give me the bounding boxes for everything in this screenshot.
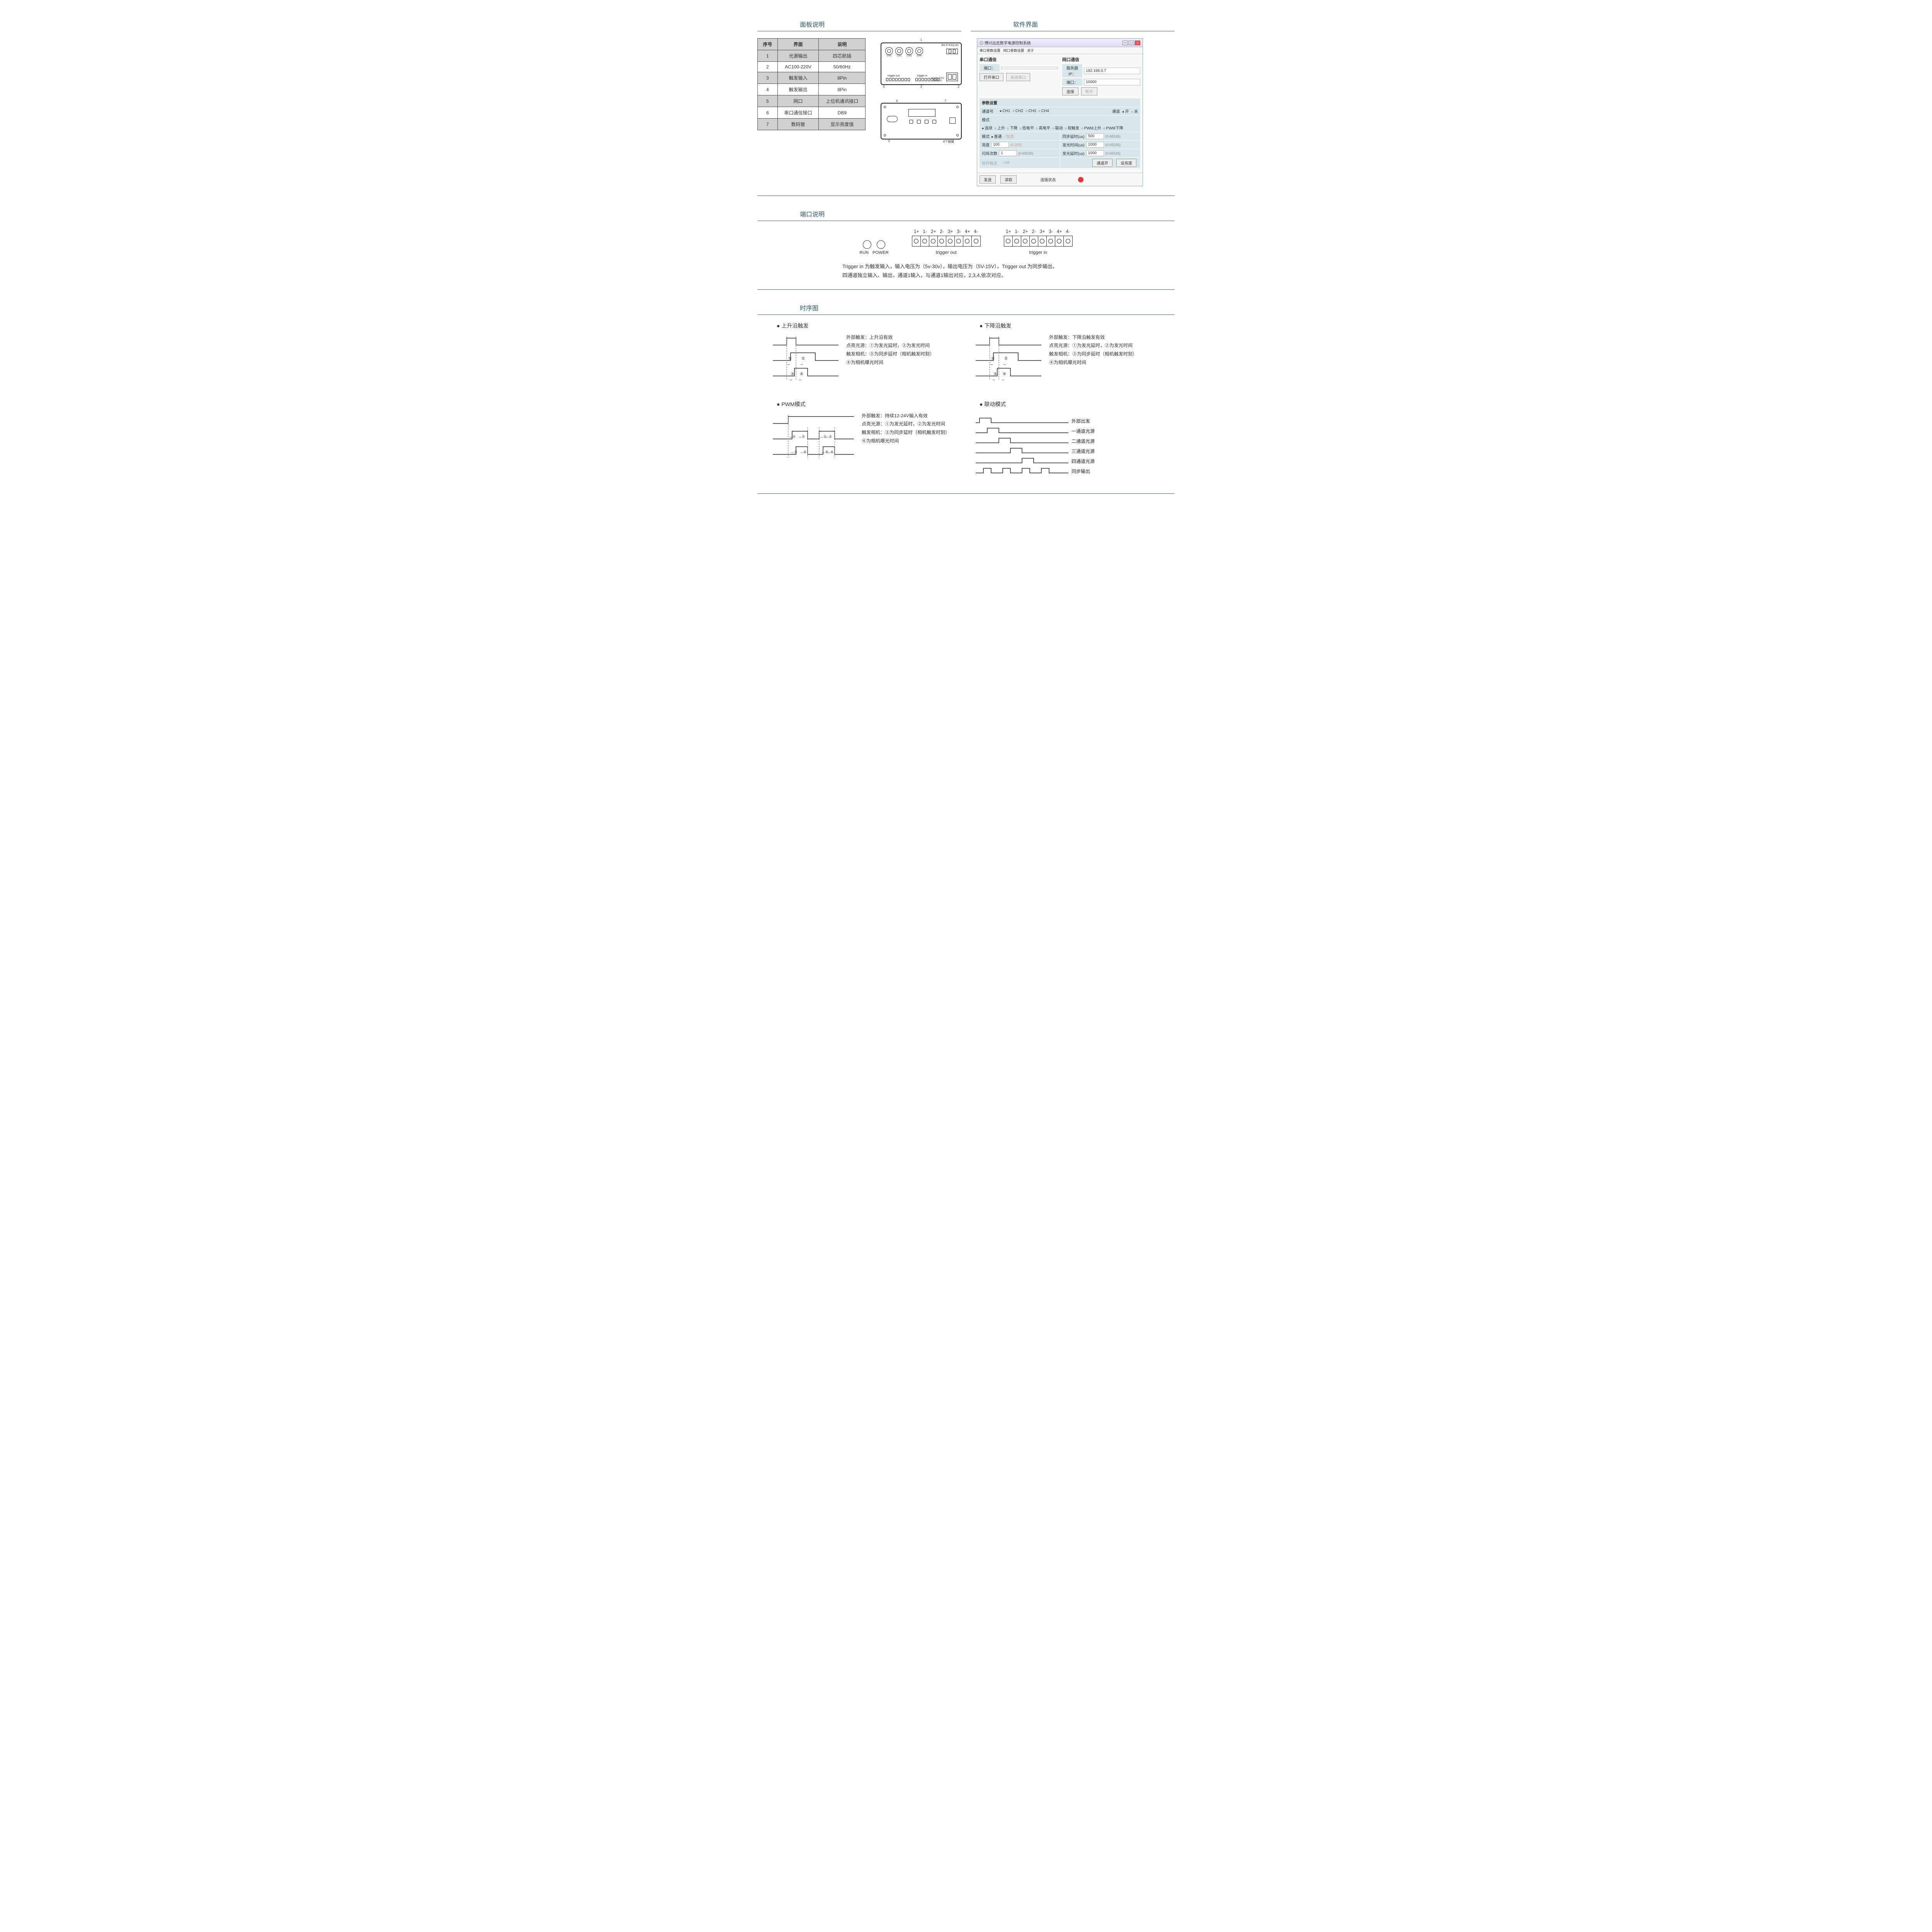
window-title: ◎ 博兴远志数字电源控制系统 (980, 40, 1031, 46)
timing-waveform: 外部出发一通道光源二通道光源三通道光源四通道光源 同步输出 (972, 412, 1103, 481)
close-serial-button[interactable]: 关闭串口 (1006, 73, 1030, 81)
svg-text:↔: ↔ (1001, 378, 1005, 382)
timing-waveform: ↔① ↔② ↔③ ↔④ (769, 333, 842, 384)
device-back-diagram (881, 103, 962, 139)
table-header: 界面 (777, 39, 819, 50)
window-controls[interactable]: —□× (1122, 41, 1140, 45)
svg-text:三通道光源: 三通道光源 (1071, 449, 1095, 454)
svg-text:②: ② (1004, 357, 1008, 361)
brightness-input[interactable]: 100 (991, 142, 1009, 148)
section-software-title: 软件界面 (971, 15, 1175, 31)
svg-text:↔: ↔ (992, 378, 996, 382)
connect-button[interactable]: 连接 (1062, 87, 1078, 95)
table-row: 4触发输出8Pin (758, 84, 866, 95)
svg-text:↔①: ↔① (789, 435, 796, 439)
open-serial-button[interactable]: 打开串口 (980, 73, 1003, 81)
timing-item: PWM模式 ↔①↔② ↔①↔② ↔③↔④ ↔③↔④ 外部触发：持续12-24V输… (769, 400, 960, 482)
port-diagram: RUNPOWER 1+1-2+2-3+3-4+4- trigger out 1+… (757, 229, 1175, 280)
channel-row[interactable]: 通道号 CH1 CH2 CH3 CH4 通道 开 关 (980, 107, 1140, 115)
table-row: 5网口上位机通讯接口 (758, 95, 866, 107)
params-header: 参数设置 (980, 99, 1140, 107)
svg-text:↔: ↔ (990, 362, 993, 366)
channel-on-button[interactable]: 通道开 (1092, 159, 1112, 167)
table-row: 2AC100-220V50/60Hz (758, 62, 866, 72)
svg-text:↔②: ↔② (798, 435, 805, 439)
svg-text:④: ④ (800, 372, 803, 376)
send-button[interactable]: 发送 (980, 175, 996, 184)
svg-text:↔: ↔ (1003, 362, 1007, 366)
panel-table: 序号界面说明 1光源输出四芯航插2AC100-220V50/60Hz3触发输入8… (757, 38, 866, 130)
svg-text:②: ② (801, 357, 805, 361)
net-header: 网口通信 (1062, 56, 1140, 63)
sync-delay-input[interactable]: 500 (1086, 133, 1104, 139)
svg-text:↔: ↔ (800, 362, 804, 366)
svg-text:一通道光源: 一通道光源 (1071, 429, 1095, 434)
svg-text:③: ③ (993, 372, 997, 376)
svg-text:四通道光源: 四通道光源 (1071, 459, 1095, 464)
svg-text:↔: ↔ (798, 378, 802, 382)
timing-item: 上升沿触发 ↔① ↔② ↔③ ↔④ 外部触发：上升沿有效点亮光源：①为发光延时，… (769, 322, 960, 385)
section-port-title: 端口说明 (757, 205, 1175, 221)
timing-item: 下降沿触发 ↔① ↔② ↔③ ↔④ 外部触发：下降沿触发有效点亮光源：①为发光延… (972, 322, 1163, 385)
menu-bar[interactable]: 串口参数设置 网口参数设置 关于 (977, 47, 1143, 54)
timing-waveform: ↔①↔② ↔①↔② ↔③↔④ ↔③↔④ (769, 412, 858, 462)
svg-text:二通道光源: 二通道光源 (1071, 439, 1095, 444)
device-front-diagram: BX-P-KZQ-4D CH1CH2CH3CH4 trigger out tri… (881, 43, 962, 85)
svg-text:↔④: ↔④ (800, 450, 806, 454)
status-indicator (1078, 177, 1083, 182)
svg-text:↔: ↔ (787, 362, 791, 366)
mode1-row[interactable]: 模式 连续上升下降低电平高电平联动软触发PWM上升PWM下降 (980, 116, 1140, 132)
table-header: 序号 (758, 39, 778, 50)
disconnect-button[interactable]: 断开 (1081, 87, 1097, 95)
software-window: ◎ 博兴远志数字电源控制系统 —□× 串口参数设置 网口参数设置 关于 串口通信… (977, 38, 1143, 186)
section-timing-title: 时序图 (757, 299, 1175, 315)
timing-waveform: ↔① ↔② ↔③ ↔④ (972, 333, 1045, 384)
section-panel-title: 面板说明 (757, 15, 961, 31)
svg-text:↔③: ↔③ (791, 450, 797, 454)
svg-text:①: ① (788, 357, 792, 361)
svg-text:①: ① (991, 357, 995, 361)
timing-item: 联动模式外部出发一通道光源二通道光源三通道光源四通道光源 同步输出 (972, 400, 1163, 482)
set-brightness-button[interactable]: 设亮度 (1116, 159, 1136, 167)
table-row: 3触发输入8Pin (758, 72, 866, 84)
svg-text:③: ③ (791, 372, 794, 376)
table-row: 7数码管显示亮度值 (758, 119, 866, 130)
table-header: 说明 (819, 39, 866, 50)
svg-text:外部出发: 外部出发 (1071, 418, 1090, 424)
mode2-row[interactable]: 模式 普通 恒流 (980, 132, 1060, 140)
svg-text:↔②: ↔② (825, 435, 832, 439)
flash-count-input[interactable]: 1 (999, 150, 1017, 156)
table-row: 6串口通信接口DB9 (758, 107, 866, 119)
port-field[interactable]: 10000 (1084, 79, 1140, 85)
table-row: 1光源输出四芯航插 (758, 50, 866, 62)
status-label: 连接状态 (1021, 177, 1075, 182)
read-button[interactable]: 读取 (1000, 175, 1017, 184)
svg-text:④: ④ (1003, 372, 1006, 376)
svg-text:同步输出: 同步输出 (1071, 468, 1090, 474)
emit-time-input[interactable]: 1000 (1086, 142, 1104, 148)
glow-delay-input[interactable]: 1000 (1086, 150, 1104, 156)
svg-text:↔: ↔ (789, 378, 793, 382)
svg-text:↔④: ↔④ (827, 450, 833, 454)
serial-header: 串口通信 (980, 56, 1058, 63)
ip-field[interactable]: 192.168.0.7 (1084, 68, 1140, 74)
